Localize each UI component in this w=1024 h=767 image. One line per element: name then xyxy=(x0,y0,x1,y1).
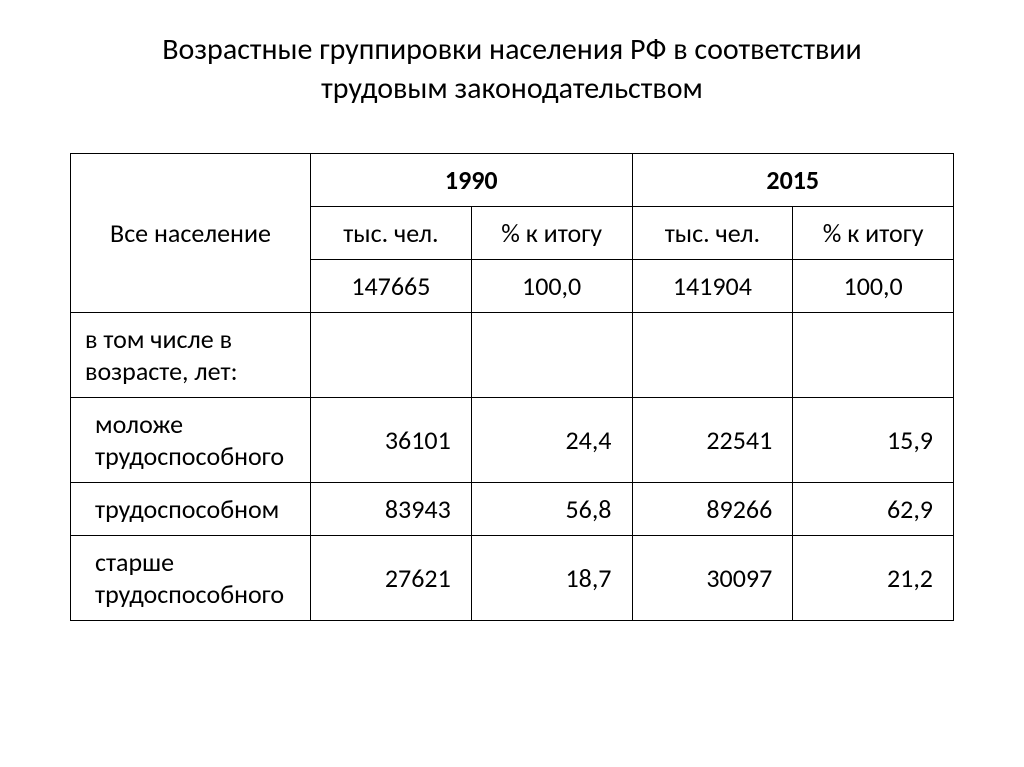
cell: 24,4 xyxy=(471,398,632,483)
cell: 18,7 xyxy=(471,536,632,621)
row-label-working: трудоспособном xyxy=(71,483,311,536)
total-1990-thous: 147665 xyxy=(311,260,472,313)
cell: 15,9 xyxy=(793,398,954,483)
empty-cell xyxy=(793,313,954,398)
empty-cell xyxy=(311,313,472,398)
table-header-row-years: Все население 1990 2015 xyxy=(71,154,954,207)
table-row: моложе трудоспособного 36101 24,4 22541 … xyxy=(71,398,954,483)
empty-cell xyxy=(471,313,632,398)
row-label-older: старше трудоспособного xyxy=(71,536,311,621)
page-title: Возрастные группировки населения РФ в со… xyxy=(70,30,954,108)
cell: 89266 xyxy=(632,483,793,536)
empty-cell xyxy=(632,313,793,398)
cell: 56,8 xyxy=(471,483,632,536)
total-2015-pct: 100,0 xyxy=(793,260,954,313)
total-2015-thous: 141904 xyxy=(632,260,793,313)
cell: 62,9 xyxy=(793,483,954,536)
title-line-2: трудовым законодательством xyxy=(321,70,703,107)
cell: 30097 xyxy=(632,536,793,621)
total-1990-pct: 100,0 xyxy=(471,260,632,313)
cell: 27621 xyxy=(311,536,472,621)
subheader-2015-thous: тыс. чел. xyxy=(632,207,793,260)
population-table: Все население 1990 2015 тыс. чел. % к ит… xyxy=(70,153,954,621)
row-label-younger: моложе трудоспособного xyxy=(71,398,311,483)
year-2015: 2015 xyxy=(632,154,954,207)
table-group-heading-row: в том числе в возрасте, лет: xyxy=(71,313,954,398)
row-label-header: Все население xyxy=(71,154,311,313)
subheader-1990-pct: % к итогу xyxy=(471,207,632,260)
table-row: трудоспособном 83943 56,8 89266 62,9 xyxy=(71,483,954,536)
title-line-1: Возрастные группировки населения РФ в со… xyxy=(162,31,862,68)
group-heading: в том числе в возрасте, лет: xyxy=(71,313,311,398)
subheader-1990-thous: тыс. чел. xyxy=(311,207,472,260)
table-row: старше трудоспособного 27621 18,7 30097 … xyxy=(71,536,954,621)
cell: 22541 xyxy=(632,398,793,483)
page-container: Возрастные группировки населения РФ в со… xyxy=(0,0,1024,661)
cell: 36101 xyxy=(311,398,472,483)
cell: 21,2 xyxy=(793,536,954,621)
year-1990: 1990 xyxy=(311,154,633,207)
cell: 83943 xyxy=(311,483,472,536)
subheader-2015-pct: % к итогу xyxy=(793,207,954,260)
